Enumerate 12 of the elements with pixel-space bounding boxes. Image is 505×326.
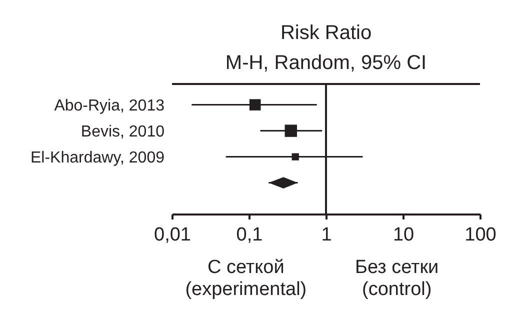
x-tick-label: 1 (321, 224, 332, 246)
chart-title: Risk Ratio (280, 22, 372, 44)
text: Без сетки (control) (354, 257, 439, 300)
text: С сеткой (experimental) (185, 257, 307, 300)
y-tick-label: El-Khardawy, 2009 (30, 149, 165, 166)
x-tick-label: 0,01 (154, 224, 191, 246)
x-tick-label: 10 (392, 224, 414, 246)
x-tick-label: 100 (464, 224, 496, 246)
y-tick-label: Bevis, 2010 (80, 123, 165, 140)
x-tick-label: 0,1 (236, 224, 263, 246)
chart-subtitle: M-H, Random, 95% CI (225, 52, 427, 74)
y-tick-label: Abo-Ryia, 2013 (54, 97, 165, 114)
